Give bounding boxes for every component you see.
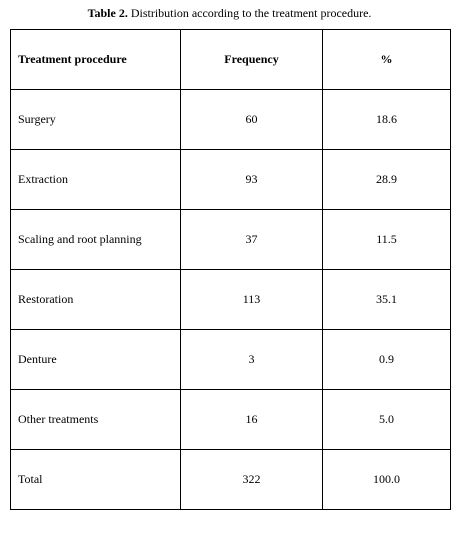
table-row: Surgery 60 18.6 [10,89,451,150]
header-treatment-procedure: Treatment procedure [10,29,181,90]
percent-cell: 5.0 [322,389,451,450]
frequency-cell: 93 [180,149,323,210]
treatment-cell: Restoration [10,269,181,330]
table-caption-label: Table 2. [87,6,128,20]
frequency-cell: 113 [180,269,323,330]
frequency-cell: 60 [180,89,323,150]
frequency-cell: 3 [180,329,323,390]
table-row: Other treatments 16 5.0 [10,389,451,450]
table-caption: Table 2. Distribution according to the t… [0,5,459,21]
percent-cell: 11.5 [322,209,451,270]
distribution-table: Treatment procedure Frequency % Surgery … [10,29,451,510]
treatment-cell: Denture [10,329,181,390]
treatment-cell: Extraction [10,149,181,210]
table-row: Scaling and root planning 37 11.5 [10,209,451,270]
frequency-cell: 322 [180,449,323,510]
table-row: Extraction 93 28.9 [10,149,451,210]
table-caption-text: Distribution according to the treatment … [130,6,372,20]
percent-cell: 35.1 [322,269,451,330]
percent-cell: 28.9 [322,149,451,210]
treatment-cell: Surgery [10,89,181,150]
header-frequency: Frequency [180,29,323,90]
frequency-cell: 16 [180,389,323,450]
header-percent: % [322,29,451,90]
table-row-total: Total 322 100.0 [10,449,451,510]
percent-cell: 0.9 [322,329,451,390]
percent-cell: 18.6 [322,89,451,150]
table-row: Denture 3 0.9 [10,329,451,390]
frequency-cell: 37 [180,209,323,270]
treatment-cell: Other treatments [10,389,181,450]
table-header-row: Treatment procedure Frequency % [10,29,451,90]
treatment-cell: Total [10,449,181,510]
table-row: Restoration 113 35.1 [10,269,451,330]
percent-cell: 100.0 [322,449,451,510]
treatment-cell: Scaling and root planning [10,209,181,270]
